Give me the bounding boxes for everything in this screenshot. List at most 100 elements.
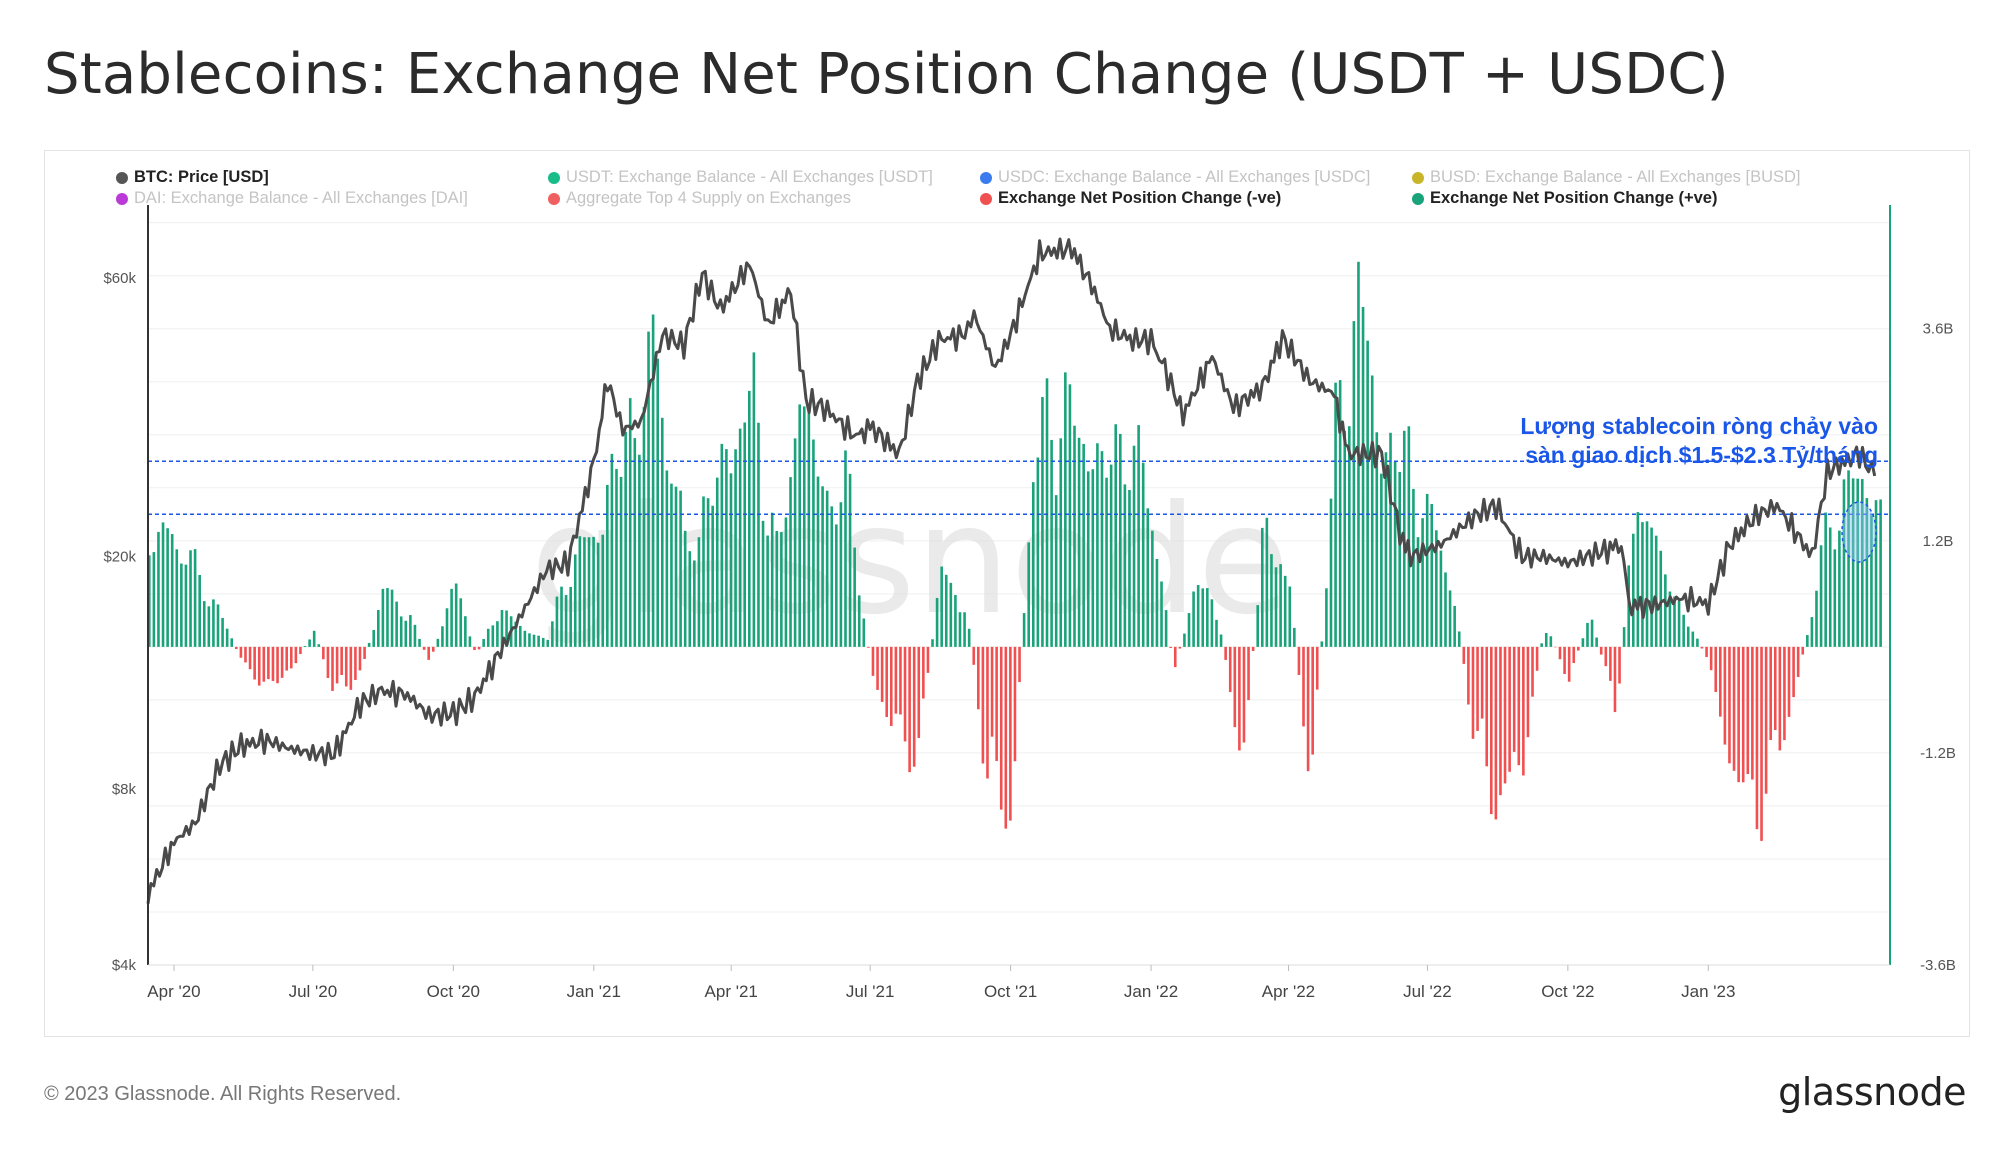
net-position-bar [564,595,568,647]
net-position-bar [693,560,696,647]
net-position-bar [725,449,728,647]
net-position-bar [1865,498,1869,647]
left-tick-label: $4k [112,957,137,974]
net-position-bar [798,404,801,647]
net-position-bar [1503,646,1507,784]
net-position-bar [349,646,353,690]
net-position-bar [1251,646,1255,651]
net-position-bar [889,646,893,726]
net-position-bar [1018,646,1021,683]
net-position-bar [1009,646,1012,821]
net-position-bar [161,522,165,647]
net-position-bar [450,588,453,647]
net-position-bar [1178,646,1182,649]
net-position-bar [1636,512,1640,647]
legend-item-dai-balance[interactable]: DAI: Exchange Balance - All Exchanges [D… [116,189,468,208]
net-position-bar [1425,493,1429,647]
legend-item-net-position-positive[interactable]: Exchange Net Position Change (+ve) [1412,189,1717,208]
net-position-bar [1860,479,1864,647]
net-position-bar [1274,567,1278,647]
net-position-bar [1508,646,1511,772]
btc-price-line [146,237,1877,904]
net-position-bar [711,505,714,647]
legend-item-busd-balance[interactable]: BUSD: Exchange Balance - All Exchanges [… [1412,168,1801,187]
net-position-bar [1196,585,1200,647]
net-position-bar [995,646,998,761]
net-position-bar [1160,581,1163,647]
net-position-bar [1219,634,1223,647]
net-position-bar [532,634,536,647]
legend-item-usdc-balance[interactable]: USDC: Exchange Balance - All Exchanges [… [980,168,1370,187]
net-position-bar [1577,646,1580,651]
net-position-bar [578,536,582,647]
legend-item-aggregate-supply[interactable]: Aggregate Top 4 Supply on Exchanges [548,189,851,208]
x-tick-label: Jul '21 [846,982,895,1001]
legend-label: USDC: Exchange Balance - All Exchanges [… [998,168,1371,186]
net-position-bar [1517,646,1521,766]
net-position-bar [1815,590,1818,647]
net-position-bar [1526,646,1530,738]
legend-item-usdt-balance[interactable]: USDT: Exchange Balance - All Exchanges [… [548,168,933,187]
net-position-bar [1247,646,1250,701]
page-title: Stablecoins: Exchange Net Position Chang… [44,42,1729,107]
net-position-bar [812,439,815,647]
net-position-bar [1874,500,1878,647]
net-position-bar [683,530,687,647]
net-position-bar [1091,469,1095,647]
right-axis-ticks: -3.6B -1.2B 1.2B 3.6B [1920,321,1956,974]
net-position-bar [587,537,591,647]
net-position-bar [257,646,261,686]
net-position-bar [1041,397,1044,647]
net-position-bar [372,629,376,647]
net-position-bar [1476,646,1479,731]
net-position-bar [793,438,797,647]
net-position-bar [1123,484,1127,647]
net-position-bar [954,594,957,647]
legend-dot-icon [116,171,128,184]
net-position-bar [839,502,843,647]
net-position-bar [280,646,284,678]
net-position-bar [1535,646,1539,671]
net-position-bar [523,630,527,647]
x-tick-label: Jul '20 [289,982,338,1001]
net-position-bar [1792,646,1795,698]
net-position-bar [1164,610,1168,647]
net-position-bar [1659,550,1663,647]
net-position-bar [262,646,266,682]
net-position-bar [647,331,650,647]
net-position-bar [202,601,206,647]
legend-item-btc-price[interactable]: BTC: Price [USD] [116,168,269,187]
net-position-bar [738,428,742,647]
net-position-bar [1370,375,1374,647]
net-position-bar [436,638,440,647]
glassnode-logo[interactable]: glassnode [1778,1070,1966,1114]
net-position-bar [1828,527,1832,647]
net-position-bar [757,422,760,647]
net-position-bar [573,554,577,647]
net-position-bar [1746,646,1750,775]
net-position-bar [1567,646,1571,682]
net-position-bar [1192,591,1195,647]
net-position-bar [1288,586,1292,647]
net-position-bar [1416,537,1420,647]
net-position-bar [1453,605,1456,647]
net-position-bar [1082,443,1085,647]
net-position-bar [285,646,289,671]
net-position-bar [1448,590,1452,647]
net-position-bar [1293,627,1296,647]
net-position-bar [606,484,609,647]
net-position-bar [1398,471,1401,647]
net-position-bar [1146,508,1150,647]
legend-item-net-position-negative[interactable]: Exchange Net Position Change (-ve) [980,189,1281,208]
net-position-bar [1141,462,1145,647]
net-position-bar [844,450,847,647]
net-position-bar [335,646,339,684]
legend-dot-icon [548,192,560,205]
legend-label: Exchange Net Position Change (+ve) [1430,189,1718,207]
net-position-bar [670,483,673,647]
net-position-bar [894,646,898,714]
net-position-bar [386,588,389,647]
net-position-bar [1485,646,1489,767]
net-position-bar [294,646,298,664]
